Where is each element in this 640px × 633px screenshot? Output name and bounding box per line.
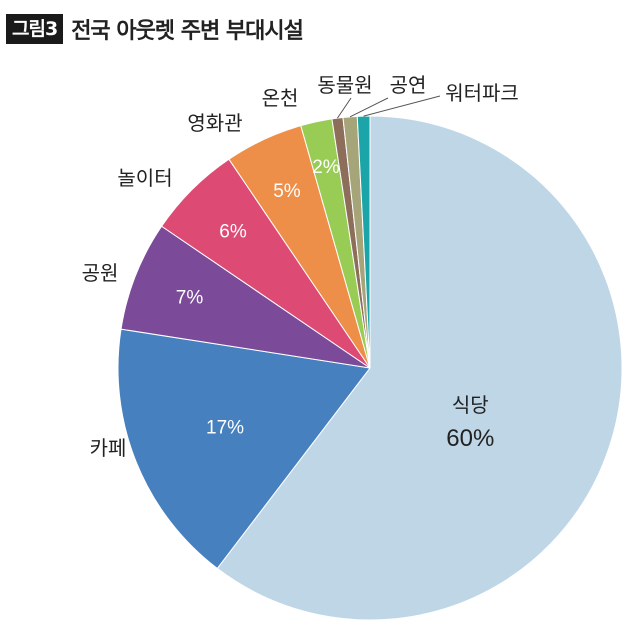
pie-value-label-4: 6% (219, 222, 247, 243)
figure-number-badge: 그림3 (6, 14, 64, 44)
pie-category-label-3: 공원 (82, 261, 119, 285)
pie-category-label-2: 카페 (90, 436, 127, 460)
pie-value-label-6: 2% (312, 157, 340, 178)
pie-slice-2 (117, 328, 371, 570)
pie-category-label-7: 동물원 (317, 73, 372, 97)
pie-category-label-8: 공연 (390, 73, 427, 97)
pie-category-label-9: 워터파크 (445, 81, 519, 105)
chart-title: 전국 아웃렛 주변 부대시설 (71, 19, 304, 44)
pie-leader-line-9 (363, 95, 441, 117)
pie-category-label-1: 식당 (452, 393, 489, 417)
pie-value-label-3: 7% (176, 288, 204, 309)
pie-value-label-1: 60% (446, 425, 494, 452)
pie-value-label-5: 5% (273, 181, 301, 202)
pie-leader-line-7 (337, 97, 352, 119)
pie-slice-1 (216, 115, 623, 621)
pie-category-label-4: 놀이터 (117, 166, 172, 190)
pie-slice-9 (356, 115, 371, 369)
pie-leader-line-8 (349, 97, 389, 118)
pie-category-label-5: 영화관 (187, 111, 242, 135)
pie-slice-3 (120, 225, 371, 369)
figure-header: 그림3 전국 아웃렛 주변 부대시설 (6, 12, 304, 46)
pie-value-label-2: 17% (206, 417, 244, 438)
pie-category-label-6: 온천 (262, 86, 299, 110)
